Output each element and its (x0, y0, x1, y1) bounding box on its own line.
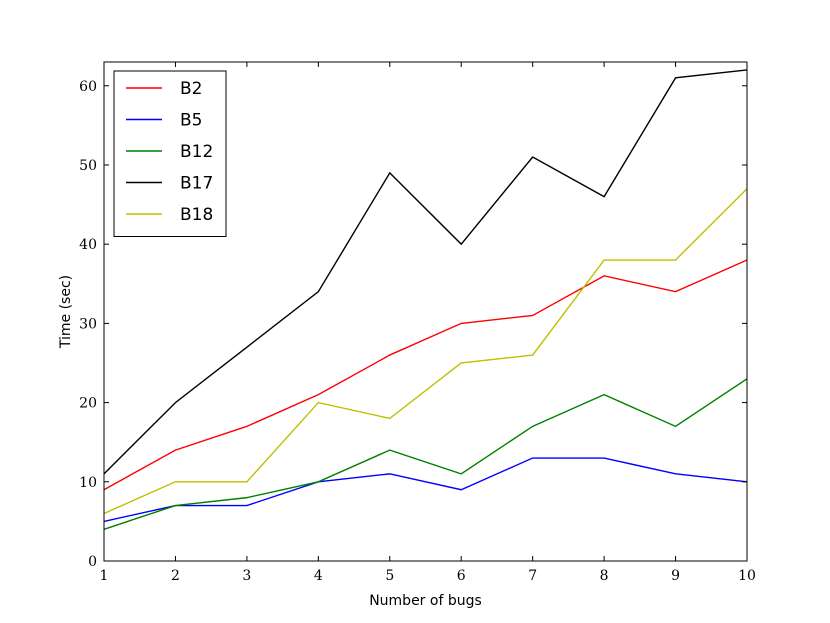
legend: B2 B5 B12 B17 B18 (113, 70, 227, 237)
x-tick-label: 5 (385, 568, 394, 584)
x-tick-label: 2 (171, 568, 180, 584)
x-tick-label: 10 (738, 568, 756, 584)
legend-box (113, 70, 227, 237)
y-tick-label: 30 (79, 316, 97, 332)
y-tick-label: 10 (79, 475, 97, 491)
y-tick-label: 40 (79, 237, 97, 253)
x-tick-label: 3 (242, 568, 251, 584)
x-tick-label: 4 (314, 568, 323, 584)
y-tick-label: 20 (79, 396, 97, 412)
y-tick-label: 60 (79, 79, 97, 95)
y-axis-label: Time (sec) (58, 275, 74, 349)
tick-layer: 1 2 3 4 5 6 7 8 9 10 0 10 20 30 40 50 60 (79, 62, 756, 584)
legend-label-b18: B18 (180, 205, 213, 225)
x-tick-label: 8 (600, 568, 609, 584)
plot-frame (103, 61, 748, 562)
series-line-b5 (103, 457, 748, 523)
legend-label-b12: B12 (180, 142, 213, 162)
y-tick-label: 50 (79, 158, 97, 174)
x-tick-label: 1 (100, 568, 109, 584)
legend-label-b5: B5 (180, 111, 202, 131)
legend-label-b17: B17 (180, 174, 213, 194)
x-axis-label: Number of bugs (369, 593, 482, 609)
series-line-b2 (103, 259, 748, 491)
series-line-b18 (103, 188, 748, 515)
y-tick-label: 0 (88, 554, 97, 570)
x-tick-label: 7 (528, 568, 537, 584)
series-layer (103, 69, 748, 530)
series-line-b12 (103, 378, 748, 530)
legend-label-b2: B2 (180, 79, 202, 99)
series-line-b17 (103, 69, 748, 475)
x-tick-label: 6 (457, 568, 466, 584)
x-tick-label: 9 (671, 568, 680, 584)
